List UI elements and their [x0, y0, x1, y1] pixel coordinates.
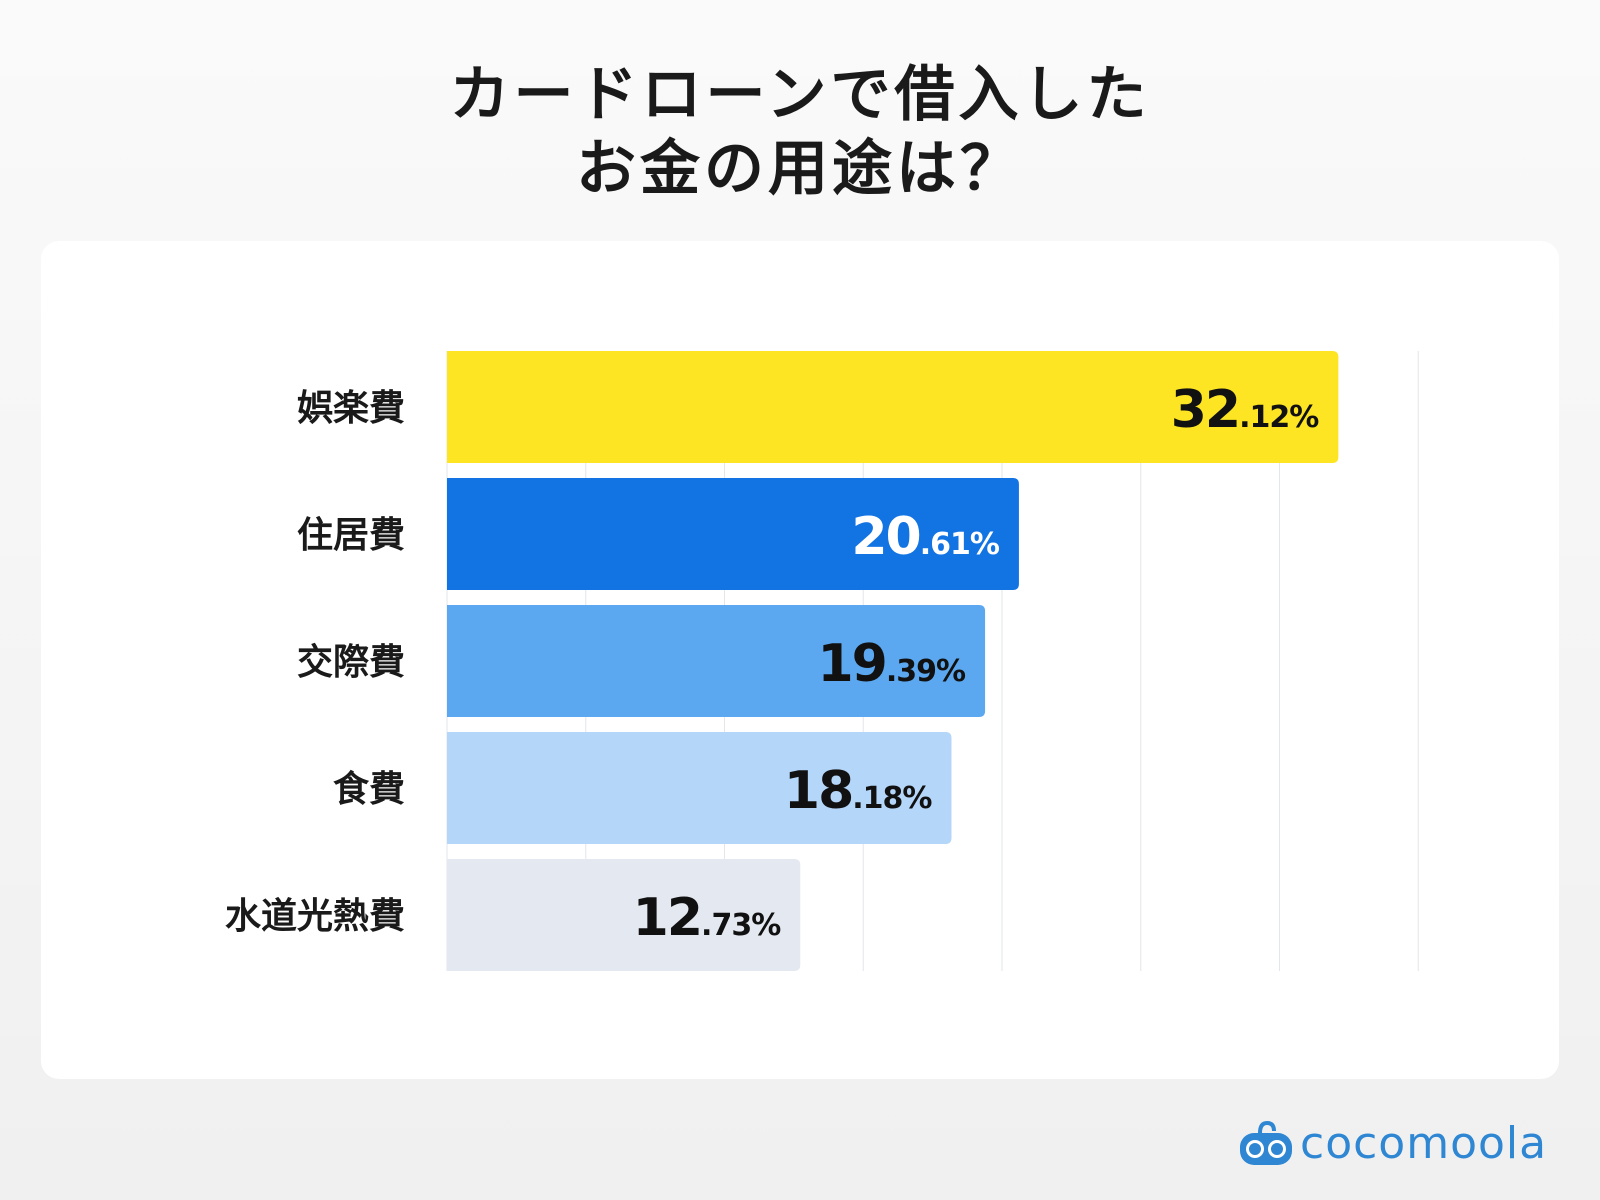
chart-title: カードローンで借入した お金の用途は？: [0, 58, 1600, 206]
bar: [447, 859, 801, 971]
brand-name: cocomoola: [1300, 1118, 1548, 1169]
bar: [447, 605, 986, 717]
value-label: 18.18%: [784, 761, 933, 821]
value-label: 32.12%: [1171, 380, 1320, 440]
category-label: 食費: [333, 769, 405, 810]
category-label: 娯楽費: [297, 388, 405, 429]
bar: [447, 478, 1019, 590]
value-label: 20.61%: [851, 507, 1000, 567]
title-line-2: お金の用途は？: [576, 134, 1024, 204]
robot-logo-icon: [1240, 1120, 1292, 1165]
bar-chart: 娯楽費 32.12% 住居費 20.61% 交際費 19.39% 食費 18.18% 水道光熱費…: [225, 351, 1419, 971]
chart-card: 娯楽費 32.12% 住居費 20.61% 交際費 19.39% 食費 18.18% 水道光熱費…: [41, 241, 1559, 1079]
category-label: 交際費: [297, 641, 405, 683]
brand-logo: cocomoola: [1238, 1118, 1547, 1169]
category-label: 水道光熱費: [225, 896, 405, 937]
category-label: 住居費: [297, 515, 405, 556]
title-line-1: カードローンで借入した: [449, 60, 1151, 130]
value-label: 19.39%: [817, 634, 966, 694]
value-label: 12.73%: [633, 888, 782, 948]
bar: [447, 732, 952, 844]
bar: [447, 351, 1339, 463]
